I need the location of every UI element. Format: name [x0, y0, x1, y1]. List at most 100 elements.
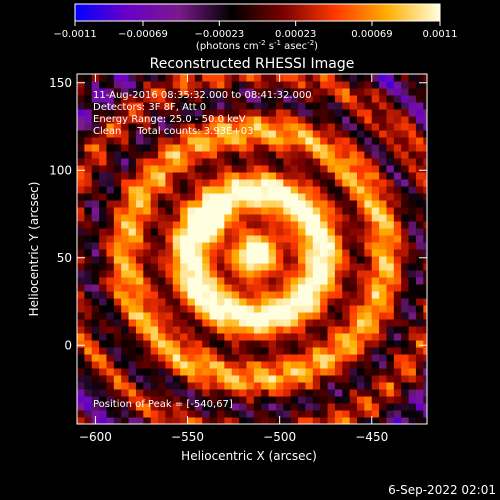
heatmap-cell: [194, 410, 203, 418]
heatmap-cell: [379, 228, 387, 236]
heatmap-cell: [327, 403, 336, 411]
heatmap-cell: [364, 74, 373, 82]
heatmap-cell: [423, 137, 427, 145]
heatmap-cell: [357, 417, 365, 424]
heatmap-cell: [202, 249, 211, 257]
heatmap-cell: [342, 207, 351, 215]
heatmap-cell: [371, 123, 380, 131]
heatmap-cell: [165, 242, 174, 250]
heatmap-cell: [224, 116, 233, 124]
heatmap-cell: [386, 403, 395, 411]
heatmap-cell: [91, 354, 100, 362]
heatmap-cell: [194, 270, 203, 278]
heatmap-cell: [239, 74, 247, 82]
heatmap-cell: [84, 242, 93, 250]
heatmap-cell: [224, 242, 233, 250]
heatmap-cell: [128, 102, 137, 110]
heatmap-cell: [224, 221, 233, 229]
heatmap-cell: [246, 396, 255, 404]
heatmap-cell: [77, 298, 85, 306]
heatmap-cell: [135, 221, 144, 229]
heatmap-cell: [401, 312, 410, 320]
heatmap-cell: [253, 396, 262, 404]
heatmap-cell: [246, 228, 255, 236]
heatmap-cell: [231, 193, 240, 201]
heatmap-cell: [172, 291, 181, 299]
heatmap-cell: [305, 368, 314, 376]
heatmap-cell: [408, 88, 417, 96]
heatmap-cell: [246, 249, 255, 257]
heatmap-cell: [99, 193, 107, 201]
heatmap-cell: [393, 249, 402, 257]
heatmap-cell: [386, 333, 395, 341]
heatmap-cell: [342, 130, 351, 138]
heatmap-cell: [349, 179, 358, 187]
heatmap-cell: [327, 389, 336, 397]
heatmap-cell: [357, 291, 365, 299]
heatmap-cell: [239, 417, 247, 424]
heatmap-cell: [84, 88, 93, 96]
heatmap-cell: [84, 165, 93, 173]
heatmap-cell: [106, 263, 115, 271]
heatmap-cell: [401, 144, 410, 152]
heatmap-cell: [135, 144, 144, 152]
heatmap-cell: [379, 410, 387, 418]
heatmap-cell: [423, 333, 427, 341]
heatmap-cell: [415, 277, 424, 285]
heatmap-cell: [143, 102, 152, 110]
heatmap-cell: [99, 207, 107, 215]
heatmap-cell: [290, 200, 299, 208]
heatmap-cell: [84, 326, 93, 334]
heatmap-cell: [342, 396, 351, 404]
heatmap-cell: [379, 172, 387, 180]
heatmap-cell: [121, 193, 130, 201]
heatmap-cell: [143, 403, 152, 411]
heatmap-cell: [135, 347, 144, 355]
heatmap-cell: [364, 235, 373, 243]
heatmap-cell: [415, 354, 424, 362]
heatmap-cell: [415, 207, 424, 215]
heatmap-cell: [423, 347, 427, 355]
heatmap-cell: [357, 263, 365, 271]
heatmap-cell: [150, 284, 159, 292]
heatmap-cell: [231, 340, 240, 348]
heatmap-cell: [150, 417, 159, 424]
heatmap-cell: [364, 242, 373, 250]
heatmap-cell: [327, 200, 336, 208]
heatmap-cell: [180, 417, 189, 424]
heatmap-cell: [275, 123, 284, 131]
heatmap-cell: [187, 179, 196, 187]
heatmap-cell: [84, 95, 93, 103]
heatmap-cell: [334, 291, 343, 299]
heatmap-cell: [305, 165, 314, 173]
heatmap-cell: [261, 270, 270, 278]
heatmap-cell: [327, 74, 336, 82]
heatmap-cell: [135, 172, 144, 180]
heatmap-cell: [371, 291, 380, 299]
heatmap-cell: [231, 242, 240, 250]
heatmap-cell: [77, 193, 85, 201]
heatmap-cell: [298, 291, 306, 299]
heatmap-cell: [386, 305, 395, 313]
heatmap-cell: [298, 186, 306, 194]
heatmap-cell: [187, 95, 196, 103]
heatmap-cell: [194, 319, 203, 327]
heatmap-cell: [371, 165, 380, 173]
heatmap-cell: [386, 186, 395, 194]
heatmap-cell: [379, 109, 387, 117]
heatmap-cell: [401, 389, 410, 397]
heatmap-cell: [349, 375, 358, 383]
heatmap-cell: [194, 214, 203, 222]
heatmap-cell: [305, 242, 314, 250]
heatmap-cell: [312, 389, 321, 397]
heatmap-cell: [121, 375, 130, 383]
heatmap-cell: [327, 361, 336, 369]
heatmap-cell: [165, 277, 174, 285]
heatmap-cell: [217, 354, 225, 362]
heatmap-cell: [84, 354, 93, 362]
heatmap-cell: [194, 298, 203, 306]
heatmap-cell: [415, 256, 424, 264]
heatmap-cell: [275, 319, 284, 327]
heatmap-cell: [334, 165, 343, 173]
heatmap-cell: [91, 158, 100, 166]
